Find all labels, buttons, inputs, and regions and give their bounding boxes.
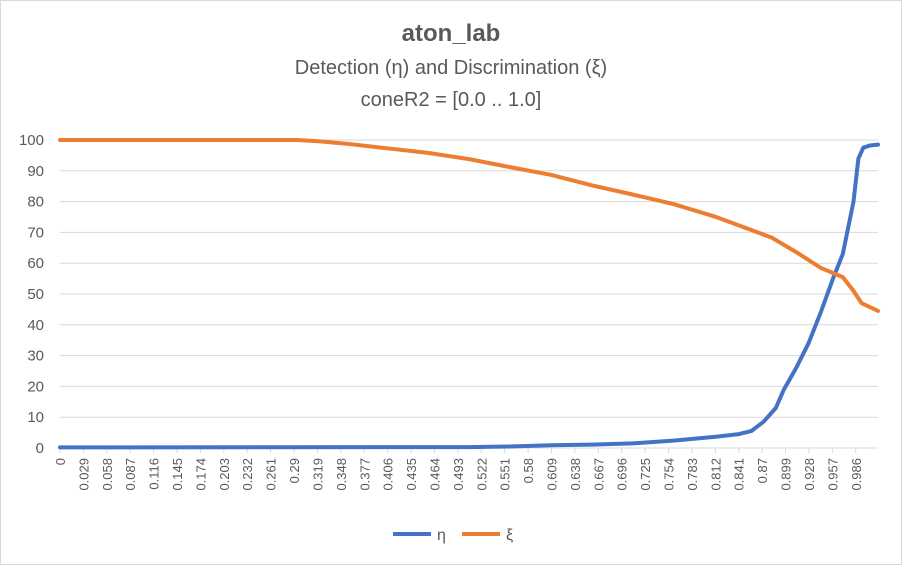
x-tick-label: 0.696 (615, 458, 630, 491)
x-tick-label: 0.116 (147, 458, 162, 490)
x-tick-label: 0.29 (287, 458, 302, 483)
chart-subtitle-range: coneR2 = [0.0 .. 1.0] (360, 89, 542, 111)
x-tick-label: 0.174 (193, 458, 208, 491)
chart-title: aton_lab (401, 20, 501, 47)
y-tick-label: 40 (27, 317, 44, 334)
x-tick-label: 0.203 (217, 458, 232, 491)
gridlines (60, 139, 878, 449)
x-tick-label: 0.348 (334, 458, 349, 491)
series-line-0 (58, 142, 880, 450)
x-tick-label: 0.725 (638, 458, 653, 491)
x-tick-label: 0.319 (310, 458, 325, 491)
x-axis-tick-labels: 0 0.029 0.058 0.087 0.116 0.145 0.174 0.203 0.23… (53, 448, 864, 491)
y-tick-label: 60 (27, 255, 44, 272)
y-tick-label: 0 (36, 440, 44, 457)
x-tick-label: 0.58 (521, 458, 536, 483)
x-tick-label: 0.261 (264, 458, 279, 491)
series-line-1 (58, 138, 880, 313)
legend-label-1: ξ (506, 527, 513, 544)
x-tick-label: 0.058 (100, 458, 115, 491)
x-tick-label: 0 (53, 458, 68, 465)
x-tick-label: 0.899 (779, 458, 794, 491)
x-tick-label: 0.957 (825, 458, 840, 491)
y-tick-label: 10 (27, 409, 44, 426)
x-tick-label: 0.638 (568, 458, 583, 491)
y-tick-label: 30 (27, 348, 44, 365)
x-tick-label: 0.377 (357, 458, 372, 491)
y-tick-label: 20 (27, 378, 44, 395)
x-tick-label: 0.435 (404, 458, 419, 491)
y-axis-tick-labels: 0 10 20 30 40 50 60 70 80 90 100 (19, 132, 44, 457)
chart-subtitle: Detection (η) and Discrimination (ξ) (294, 57, 608, 79)
series-lines (58, 138, 880, 450)
y-tick-label: 70 (27, 224, 44, 241)
x-tick-label: 0.551 (498, 458, 513, 491)
x-tick-label: 0.029 (76, 458, 91, 491)
y-tick-label: 90 (27, 163, 44, 180)
x-tick-label: 0.812 (708, 458, 723, 491)
x-tick-label: 0.928 (802, 458, 817, 491)
y-tick-label: 80 (27, 194, 44, 211)
x-tick-label: 0.464 (427, 458, 442, 491)
x-tick-label: 0.087 (123, 458, 138, 491)
x-tick-label: 0.232 (240, 458, 255, 491)
x-tick-label: 0.986 (849, 458, 864, 491)
x-tick-label: 0.522 (474, 458, 489, 491)
legend-label-0: η (437, 527, 446, 544)
y-tick-label: 50 (27, 286, 44, 303)
y-tick-label: 100 (19, 132, 44, 149)
x-tick-label: 0.667 (591, 458, 606, 491)
x-tick-label: 0.754 (662, 458, 677, 491)
x-tick-label: 0.841 (732, 458, 747, 491)
x-tick-label: 0.493 (451, 458, 466, 491)
x-tick-label: 0.145 (170, 458, 185, 491)
x-tick-label: 0.783 (685, 458, 700, 491)
x-tick-label: 0.87 (755, 458, 770, 483)
x-tick-label: 0.406 (381, 458, 396, 491)
x-tick-label: 0.609 (545, 458, 560, 491)
